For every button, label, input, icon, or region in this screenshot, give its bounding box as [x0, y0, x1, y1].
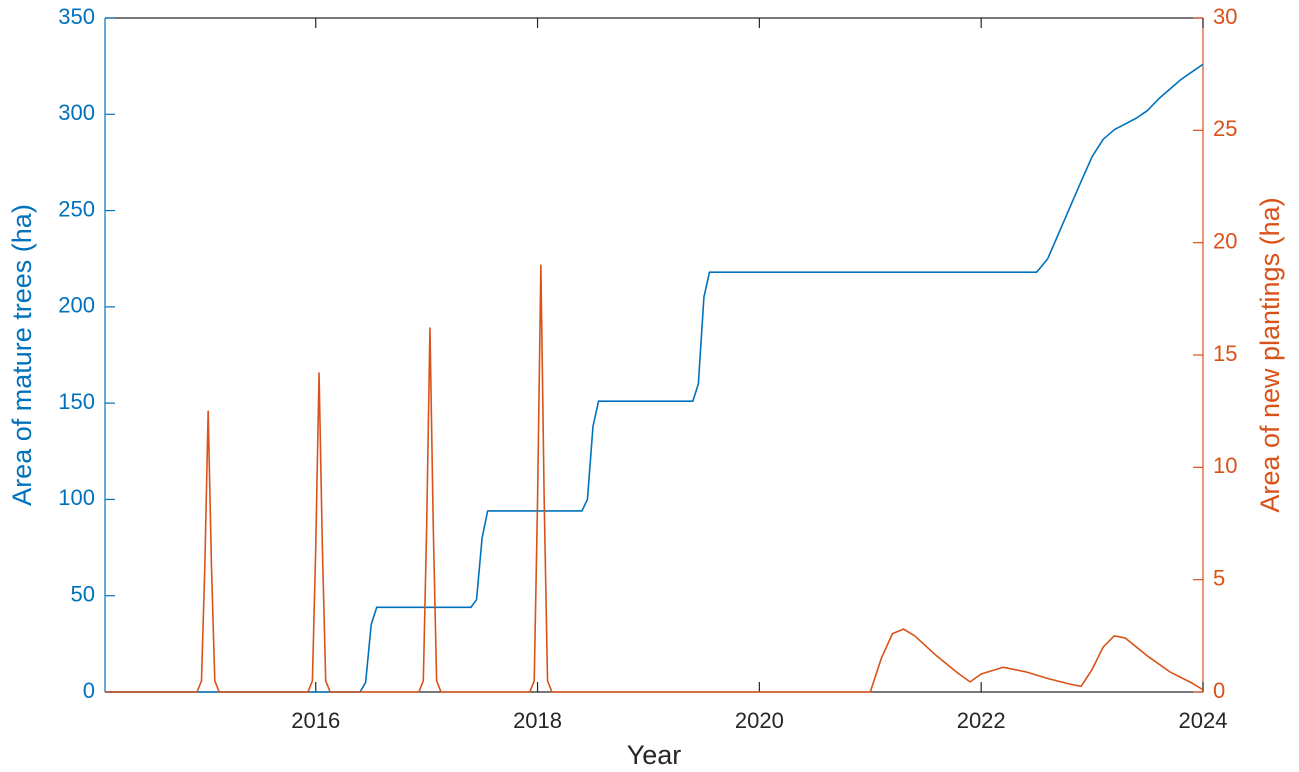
y-tick-label: 300 [58, 100, 95, 125]
line-series [105, 63, 1204, 693]
y-axis-label: Area of mature trees (ha) [7, 204, 37, 506]
y-tick-label: 0 [83, 678, 95, 703]
y-tick-label: 200 [58, 293, 95, 318]
y2-tick-label: 10 [1213, 453, 1237, 478]
y2-tick-label: 15 [1213, 341, 1237, 366]
x-axis-label: Year [627, 740, 682, 770]
y2-tick-label: 25 [1213, 116, 1237, 141]
line-series [105, 264, 1204, 693]
x-tick-label: 2018 [513, 708, 562, 733]
y2-tick-label: 5 [1213, 565, 1225, 590]
y2-axis-label: Area of new plantings (ha) [1255, 197, 1285, 512]
y2-tick-label: 20 [1213, 228, 1237, 253]
x-tick-label: 2022 [957, 708, 1006, 733]
x-tick-label: 2024 [1179, 708, 1228, 733]
y-tick-label: 250 [58, 196, 95, 221]
x-tick-label: 2020 [735, 708, 784, 733]
x-tick-label: 2016 [291, 708, 340, 733]
y2-tick-label: 0 [1213, 678, 1225, 703]
y2-tick-label: 30 [1213, 4, 1237, 29]
y-tick-label: 50 [71, 582, 95, 607]
y-tick-label: 350 [58, 4, 95, 29]
y-tick-label: 150 [58, 389, 95, 414]
y-tick-label: 100 [58, 485, 95, 510]
